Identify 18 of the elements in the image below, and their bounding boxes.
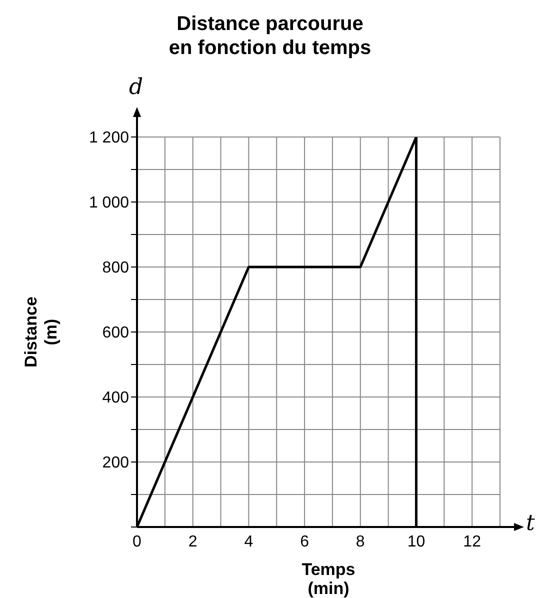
x-tick-label: 10 (407, 533, 426, 550)
y-tick-label: 1 000 (88, 194, 130, 212)
text: t (526, 511, 535, 536)
y-tick-label: 400 (102, 390, 130, 407)
text: d (129, 75, 144, 100)
x-tick-label: 2 (188, 533, 198, 550)
y-axis-title: Distance (m) (21, 296, 61, 368)
x-tick-label: 4 (244, 533, 254, 550)
y-tick-label: 600 (102, 324, 130, 342)
x-axis-title: Temps (min) (300, 560, 356, 598)
x-tick-label: 0 (132, 533, 142, 550)
y-tick-label: 1 200 (88, 130, 130, 147)
x-tick-label: 8 (356, 533, 365, 550)
chart-title: Distance parcourue en fonction du temps (168, 12, 372, 60)
x-tick-label: 6 (300, 533, 310, 550)
y-tick-label: 200 (102, 454, 130, 472)
x-tick-label: 12 (463, 533, 482, 550)
y-tick-label: 800 (102, 260, 130, 277)
